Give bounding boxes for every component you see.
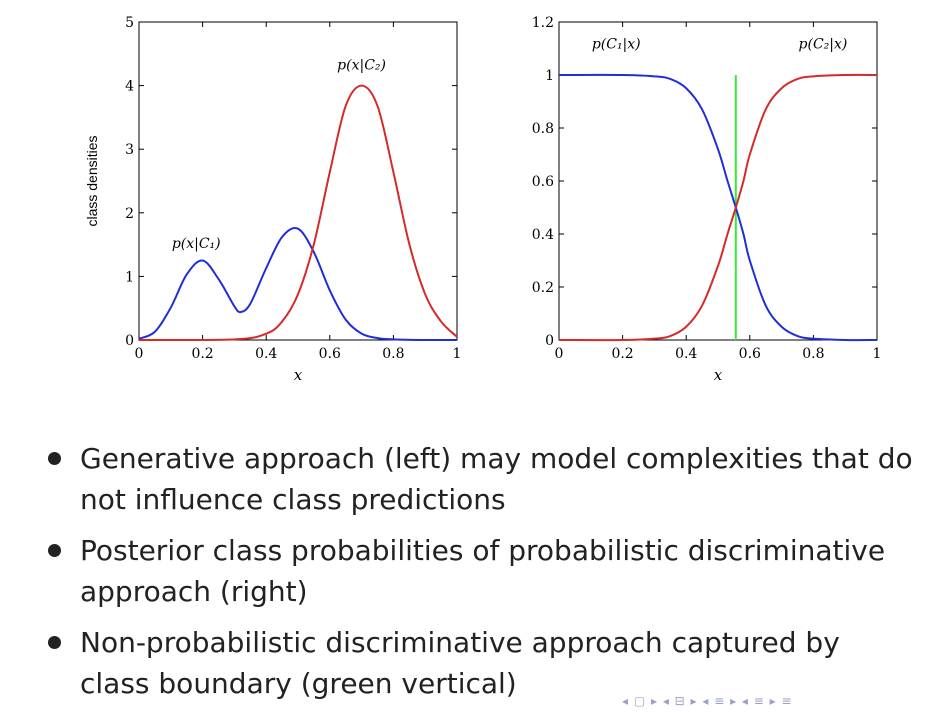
series-line-2 — [558, 73, 878, 342]
series-line-2 — [138, 84, 458, 342]
series-line-1 — [558, 73, 878, 342]
x-tick-label: 1 — [873, 346, 882, 362]
y-tick-label: 0.6 — [532, 174, 554, 190]
y-axis-label: class densities — [84, 135, 100, 226]
plot-frame — [558, 21, 878, 341]
plot-frame — [138, 21, 458, 341]
x-tick-label: 0.2 — [191, 346, 213, 362]
bullet-list: Generative approach (left) may model com… — [48, 438, 918, 714]
bullet-text: Non-probabilistic discriminative approac… — [80, 626, 840, 700]
y-tick-label: 0 — [125, 333, 134, 349]
series-annotation: p(x|C₂) — [337, 58, 386, 74]
series-line-1 — [138, 226, 458, 342]
y-tick-label: 0.2 — [532, 280, 554, 296]
x-tick-label: 0.2 — [611, 346, 633, 362]
x-tick-label: 0 — [555, 346, 564, 362]
y-tick-label: 1 — [125, 269, 134, 285]
y-tick-label: 0.8 — [532, 121, 554, 137]
y-tick-label: 5 — [125, 15, 134, 31]
y-tick-label: 1 — [545, 68, 554, 84]
x-tick-label: 0.4 — [255, 346, 277, 362]
x-axis-label: x — [294, 366, 303, 384]
x-tick-label: 0.6 — [739, 346, 761, 362]
bullet-item: Generative approach (left) may model com… — [48, 438, 918, 520]
series-annotation: p(x|C₁) — [172, 236, 221, 252]
bullet-dot-icon — [48, 636, 61, 649]
y-tick-label: 3 — [125, 142, 134, 158]
bullet-dot-icon — [48, 452, 61, 465]
x-tick-label: 0 — [135, 346, 144, 362]
y-tick-label: 1.2 — [532, 15, 554, 31]
y-tick-label: 0.4 — [532, 227, 554, 243]
x-tick-label: 0.6 — [319, 346, 341, 362]
x-tick-label: 0.4 — [675, 346, 697, 362]
x-tick-label: 1 — [453, 346, 462, 362]
bullet-dot-icon — [48, 544, 61, 557]
left-chart-class-densities: 0 0.2 0.4 0.6 0.8 1 0 1 2 3 4 5 x class densities p(x|… — [84, 15, 461, 384]
charts-area: 0 0.2 0.4 0.6 0.8 1 0 1 2 3 4 5 x class densities p(x|… — [84, 15, 882, 384]
bullet-item: Non-probabilistic discriminative approac… — [48, 622, 918, 704]
beamer-navigation-icons[interactable]: ◂ ▢ ▸ ◂ ⊟ ▸ ◂ ≡ ▸ ◂ ≡ ▸ ≡ — [622, 694, 793, 708]
bullet-text: Generative approach (left) may model com… — [80, 442, 913, 516]
x-tick-label: 0.8 — [802, 346, 824, 362]
y-tick-label: 2 — [125, 206, 134, 222]
x-tick-label: 0.8 — [382, 346, 404, 362]
series-annotation: p(C₁|x) — [592, 37, 641, 53]
x-axis-label: x — [714, 366, 723, 384]
y-tick-label: 4 — [125, 79, 134, 95]
bullet-text: Posterior class probabilities of probabi… — [80, 534, 886, 608]
right-chart-posteriors: 0 0.2 0.4 0.6 0.8 1 0 0.2 0.4 0.6 0.8 1 1.2 x p(C₁|x) p… — [532, 15, 882, 384]
y-tick-label: 0 — [545, 333, 554, 349]
series-annotation: p(C₂|x) — [799, 37, 848, 53]
bullet-item: Posterior class probabilities of probabi… — [48, 530, 918, 612]
